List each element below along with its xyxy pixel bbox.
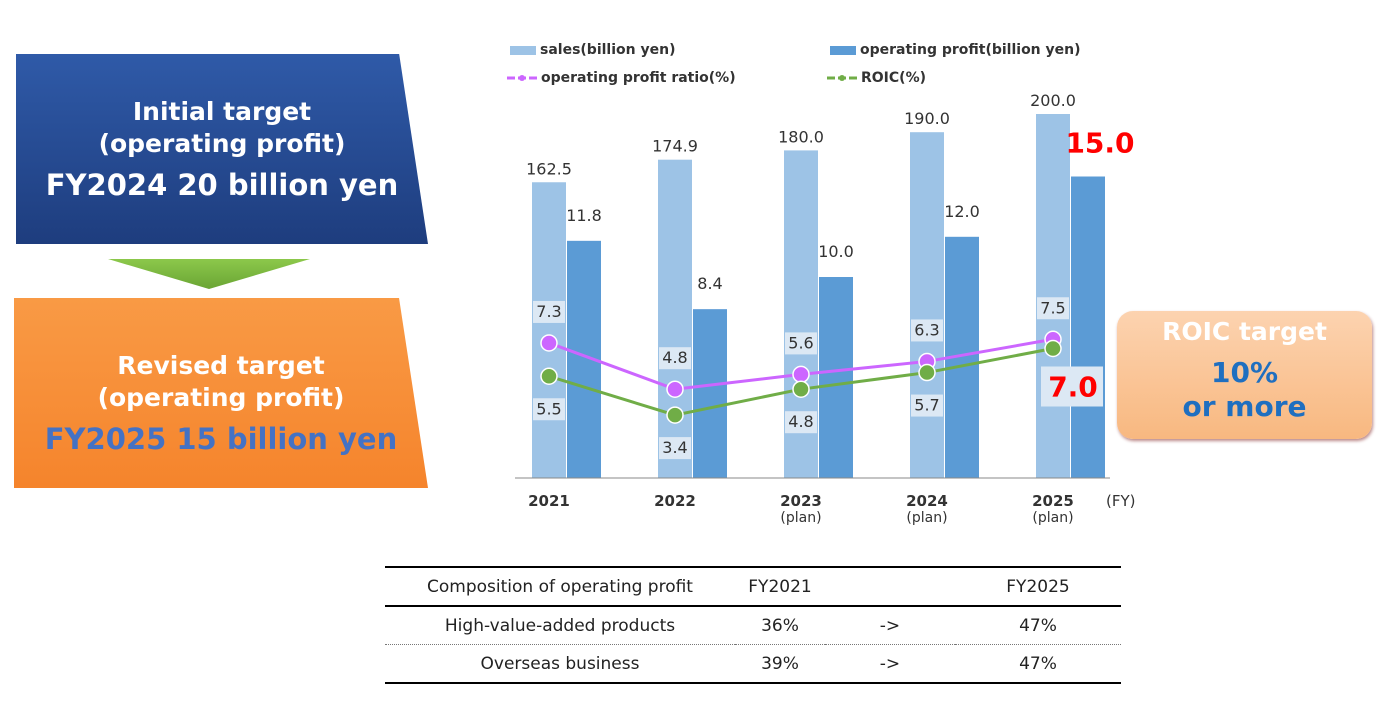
initial-target-title: Initial target <box>132 97 312 126</box>
legend-label: ROIC(%) <box>861 70 926 86</box>
sales-bar <box>658 159 692 478</box>
sales-bar <box>532 182 566 478</box>
legend-swatch <box>510 45 536 55</box>
roic-point <box>792 380 810 398</box>
table-cell: -> <box>825 606 955 645</box>
x-tick-label: 2024 <box>906 492 948 510</box>
label-background <box>533 398 565 421</box>
roic-target-value: 10% <box>1210 356 1279 389</box>
label-background <box>659 347 691 370</box>
table-header-row: Composition of operating profit FY2021 F… <box>385 566 1121 607</box>
roic-data-label: 4.8 <box>788 412 813 431</box>
x-tick-label: 2023 <box>780 492 822 510</box>
initial-target-value: FY2024 20 billion yen <box>45 168 399 202</box>
initial-target-subtitle: (operating profit) <box>98 129 346 158</box>
initial-target-box: Initial target (operating profit) FY2024… <box>16 54 428 244</box>
legend-label: operating profit ratio(%) <box>541 70 736 86</box>
revised-target-subtitle: (operating profit) <box>97 383 345 412</box>
roic-data-label: 5.5 <box>536 399 561 418</box>
legend-label: sales(billion yen) <box>540 42 676 58</box>
composition-table: Composition of operating profit FY2021 F… <box>385 566 1121 684</box>
label-background <box>785 332 817 355</box>
operating-profit-data-label: 10.0 <box>818 242 854 261</box>
table-header: Composition of operating profit <box>385 566 735 607</box>
x-tick-sublabel: (plan) <box>906 510 947 526</box>
operating-profit-data-label: 12.0 <box>944 202 980 221</box>
sales-data-label: 190.0 <box>904 109 950 128</box>
roic-point <box>1044 339 1062 358</box>
sales-data-label: 162.5 <box>526 159 572 178</box>
ratio-data-label: 7.3 <box>536 302 561 321</box>
table-header: FY2025 <box>955 566 1121 607</box>
roic-target-box: ROIC target 10% or more <box>1117 311 1372 439</box>
ratio-point <box>666 380 684 398</box>
table-cell: 39% <box>735 644 825 684</box>
ratio-data-label: 4.8 <box>662 348 687 367</box>
ratio-data-label: 6.3 <box>914 320 939 339</box>
operating-profit-bar <box>819 277 853 478</box>
x-tick-sublabel: (plan) <box>1032 510 1073 526</box>
sales-bar <box>910 132 944 478</box>
operating-profit-data-label: 15.0 <box>1065 127 1134 160</box>
label-background <box>1037 297 1069 320</box>
table-header <box>825 566 955 607</box>
roic-data-label: 3.4 <box>662 438 687 457</box>
legend-line-marker-icon <box>507 75 537 81</box>
table-header: FY2021 <box>735 566 825 607</box>
operating-profit-data-label: 11.8 <box>566 206 602 225</box>
roic-target-suffix: or more <box>1182 390 1307 423</box>
table-row: Overseas business 39% -> 47% <box>385 644 1121 684</box>
x-tick-label: 2022 <box>654 492 696 510</box>
revised-target-value: FY2025 15 billion yen <box>44 422 398 456</box>
operating-profit-bar <box>693 309 727 478</box>
ratio-data-label: 5.6 <box>788 333 813 352</box>
legend-roic: ROIC(%) <box>827 70 926 86</box>
table-cell: 47% <box>955 606 1121 645</box>
x-tick-sublabel: (plan) <box>780 510 821 526</box>
sales-data-label: 200.0 <box>1030 91 1076 110</box>
x-axis-unit: (FY) <box>1106 492 1136 510</box>
roic-data-label: 5.7 <box>914 396 939 415</box>
legend-line-marker-icon <box>827 75 857 81</box>
legend-label: operating profit(billion yen) <box>860 42 1081 58</box>
ratio-data-label: 7.5 <box>1040 298 1065 317</box>
table-cell: -> <box>825 644 955 684</box>
table-row: High-value-added products 36% -> 47% <box>385 606 1121 645</box>
roic-point <box>666 406 684 424</box>
sales-bar <box>1036 114 1070 478</box>
label-background <box>533 300 565 323</box>
label-background <box>659 437 691 460</box>
sales-data-label: 174.9 <box>652 137 698 156</box>
ratio-point <box>540 334 558 352</box>
roic-point <box>918 363 936 382</box>
label-background <box>785 411 817 434</box>
sales-data-label: 180.0 <box>778 127 824 146</box>
operating-profit-bar <box>1071 176 1105 478</box>
table-cell: High-value-added products <box>385 606 735 645</box>
label-background <box>911 394 943 417</box>
legend-operating-profit: operating profit(billion yen) <box>830 42 1081 58</box>
legend-swatch <box>830 45 856 55</box>
table-cell: 36% <box>735 606 825 645</box>
roic-point <box>540 367 558 385</box>
x-tick-label: 2025 <box>1032 492 1074 510</box>
roic-data-label: 7.0 <box>1048 371 1098 404</box>
operating-profit-data-label: 8.4 <box>697 274 722 293</box>
legend-sales: sales(billion yen) <box>510 42 675 58</box>
roic-target-title: ROIC target <box>1162 317 1327 346</box>
ratio-point <box>792 365 810 384</box>
label-background <box>1041 366 1103 407</box>
table-cell: 47% <box>955 644 1121 684</box>
label-background <box>911 319 943 342</box>
revised-target-box: Revised target (operating profit) FY2025… <box>14 298 428 488</box>
table-cell: Overseas business <box>385 644 735 684</box>
x-tick-label: 2021 <box>528 492 570 510</box>
legend-ratio: operating profit ratio(%) <box>507 70 736 86</box>
revised-target-title: Revised target <box>117 351 325 380</box>
